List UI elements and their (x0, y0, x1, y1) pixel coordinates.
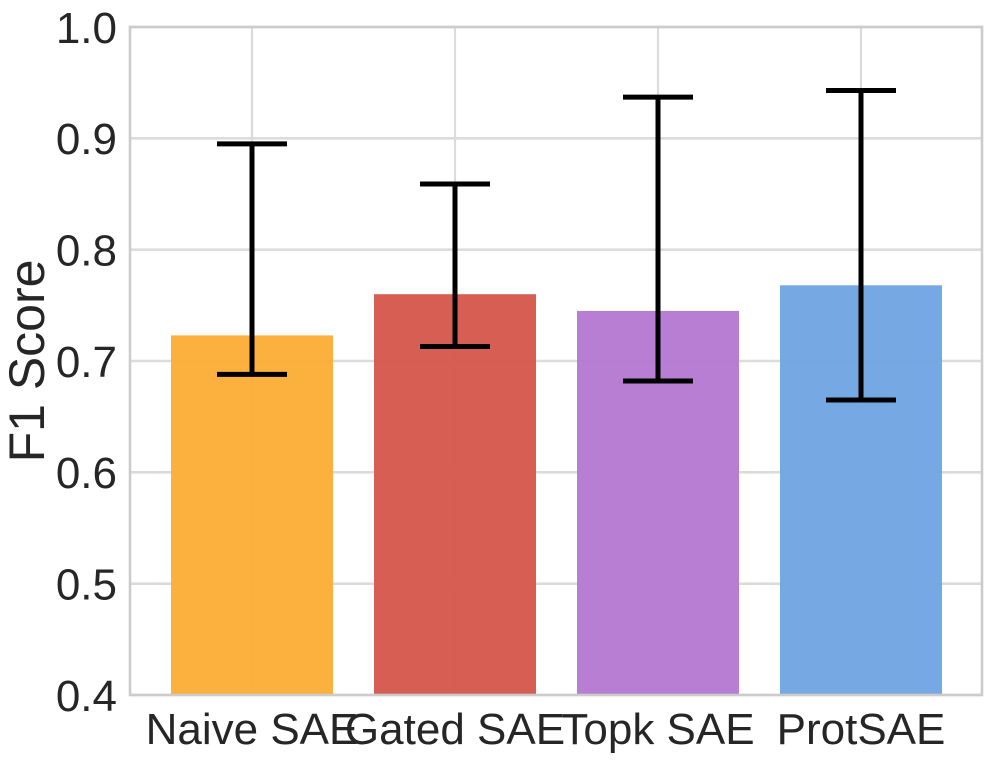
bar-gated-sae (374, 294, 536, 695)
x-tick-label-topk-sae: Topk SAE (561, 705, 754, 754)
x-tick-label-protsae: ProtSAE (777, 705, 946, 754)
error-bar-gated-sae (420, 181, 490, 350)
axes-border-layer (128, 25, 984, 697)
y-tick-label-0-5: 0.5 (56, 561, 117, 610)
y-axis-title: F1 Score (0, 260, 55, 463)
x-tick-label-naive-sae: Naive SAE (146, 705, 359, 754)
error-bar-naive-sae (217, 141, 287, 377)
plot-border (128, 25, 984, 697)
x-tick-label-gated-sae: Gated SAE (345, 705, 565, 754)
error-bar-topk-sae (623, 94, 693, 384)
error-bar-protsae (826, 87, 896, 403)
bar-naive-sae (171, 335, 333, 695)
y-tick-label-0-4: 0.4 (56, 672, 117, 721)
bars-layer (171, 285, 942, 695)
y-tick-label-0-7: 0.7 (56, 338, 117, 387)
y-tick-label-0-9: 0.9 (56, 115, 117, 164)
y-tick-label-0-6: 0.6 (56, 449, 117, 498)
y-tick-labels-layer: 0.4 0.5 0.6 0.7 0.8 0.9 1.0 (56, 4, 117, 721)
error-bars-layer (217, 87, 896, 403)
y-tick-label-1-0: 1.0 (56, 4, 117, 53)
y-tick-label-0-8: 0.8 (56, 227, 117, 276)
